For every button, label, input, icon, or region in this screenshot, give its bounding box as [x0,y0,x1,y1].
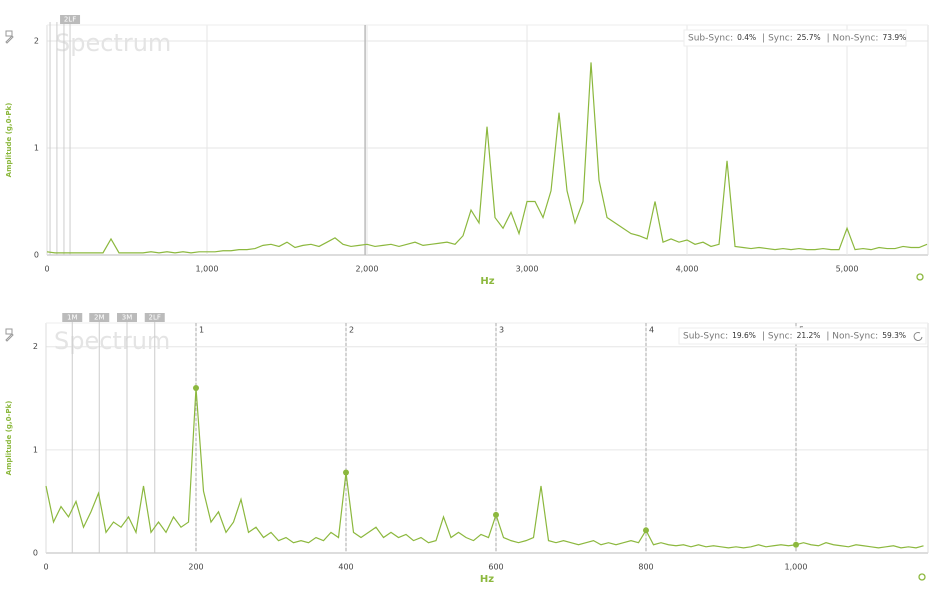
link-icon[interactable] [916,273,924,281]
y-tick-label: 2 [34,37,39,46]
x-tick-label: 3,000 [516,265,539,274]
x-tick-label: 5,000 [836,265,859,274]
harmonic-label: 2 [349,326,354,335]
sync-summary-box [678,327,927,345]
y-tick-label: 0 [33,549,38,558]
y-tick-label: 0 [34,251,39,260]
x-tick-label: 2,000 [356,265,379,274]
sync-name: | Non-Sync: [826,332,878,342]
harmonic-dot [793,541,799,548]
spectrum-line [46,62,928,254]
y-tick-label: 2 [33,342,38,351]
x-tick-label: 600 [488,563,503,572]
x-tick-label: 1,000 [785,563,808,572]
x-axis-label: Hz [480,574,494,585]
y-tick-label: 1 [34,144,39,153]
chart: 0 1 2 0 1,000 2,000 3,000 4,000 5,000 Spectrum Hz A… [5,15,929,287]
harmonic-label: 3 [499,326,504,335]
marker-label: 1M [67,314,78,322]
sync-value: 0.4% [737,33,756,42]
y-axis-label: Amplitude (g,0-Pk) [5,103,13,178]
x-tick-label: 1,000 [196,265,219,274]
marker-label: 2M [94,314,105,322]
harmonic-label: 1 [199,326,204,335]
sync-name: Sub-Sync: [683,332,728,342]
harmonic-dot [343,469,349,476]
watermark: Spectrum [55,29,171,57]
refresh-icon[interactable] [913,332,923,341]
edit-icon[interactable] [5,333,14,342]
lock-icon[interactable] [5,328,13,335]
x-tick-label: 200 [188,563,203,572]
y-tick-label: 1 [33,445,38,454]
marker-badge [144,313,165,322]
x-tick-label: 4,000 [676,265,699,274]
lock-icon[interactable] [5,30,13,37]
harmonic-dot [493,511,499,518]
harmonic-dot [643,527,649,534]
link-icons [916,273,926,581]
x-tick-label: 0 [43,563,48,572]
top-icons [5,30,14,342]
sync-value: 59.3% [882,331,906,340]
marker-label: 2LF [149,314,161,322]
sync-name: Sub-Sync: [688,34,733,44]
harmonic-label: 4 [649,326,654,335]
spectrum-line [45,387,924,549]
sync-name: | Non-Sync: [827,34,879,44]
edit-icon[interactable] [5,35,14,44]
marker-label: 2LF [64,16,76,24]
x-axis-label: Hz [480,276,494,287]
x-tick-label: 400 [338,563,353,572]
marker-badge [60,15,81,24]
marker-badge [117,313,137,322]
marker-badge [89,313,110,322]
harmonic-dot [193,384,199,391]
watermark: Spectrum [54,327,170,355]
marker-badge [62,313,83,322]
link-icon[interactable] [918,573,926,581]
sync-value: 25.7% [797,33,821,42]
x-tick-label: 0 [44,265,49,274]
chart: 0 1 2 0 200 400 600 800 1,000 Spectrum Hz Amplitude… [5,313,929,585]
y-axis-label: Amplitude (g,0-Pk) [5,401,13,476]
sync-summary-box [683,29,907,47]
sync-value: 19.6% [732,331,756,340]
marker-label: 3M [122,314,133,322]
x-tick-label: 800 [638,563,653,572]
sync-name: | Sync: [762,34,793,44]
sync-name: | Sync: [762,332,793,342]
sync-value: 73.9% [882,33,906,42]
sync-value: 21.2% [797,331,821,340]
